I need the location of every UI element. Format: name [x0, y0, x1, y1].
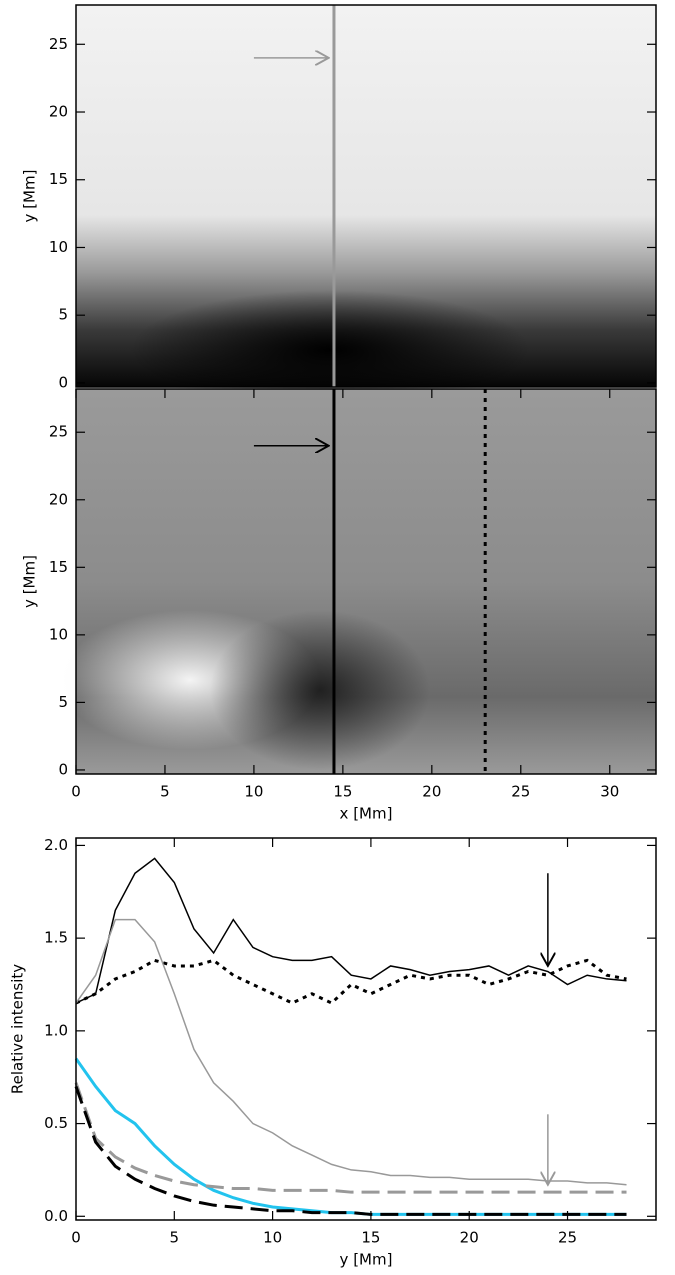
image-shading	[130, 290, 530, 410]
y-tick-label: 2.0	[44, 836, 68, 854]
series-line	[74, 1082, 627, 1194]
series-line	[74, 1057, 627, 1216]
x-tick-label: 20	[422, 783, 441, 801]
y-axis-label: y [Mm]	[21, 555, 39, 608]
image-shading	[210, 610, 430, 770]
y-axis-label: Relative intensity	[9, 964, 27, 1094]
y-tick-label: 20	[49, 103, 68, 121]
y-tick-label: 0.5	[44, 1114, 68, 1132]
y-tick-label: 10	[49, 238, 68, 256]
y-tick-label: 1.0	[44, 1021, 68, 1039]
x-tick-label: 20	[460, 1229, 479, 1247]
x-tick-label: 25	[511, 783, 530, 801]
x-tick-label: 10	[263, 1229, 282, 1247]
y-tick-label: 10	[49, 625, 68, 643]
y-tick-label: 15	[49, 558, 68, 576]
y-tick-label: 15	[49, 170, 68, 188]
series-line	[75, 918, 627, 1186]
y-tick-label: 20	[49, 490, 68, 508]
x-tick-label: 5	[160, 783, 170, 801]
y-axis-label: y [Mm]	[21, 170, 39, 223]
x-tick-label: 25	[558, 1229, 577, 1247]
y-tick-label: 25	[49, 35, 68, 53]
y-tick-label: 1.5	[44, 929, 68, 947]
y-tick-label: 5	[58, 306, 68, 324]
x-tick-label: 15	[361, 1229, 380, 1247]
series-line	[75, 857, 627, 1004]
x-tick-label: 5	[170, 1229, 180, 1247]
y-tick-label: 25	[49, 423, 68, 441]
plot-frame	[75, 837, 657, 1221]
y-tick-label: 0	[58, 373, 68, 391]
x-tick-label: 0	[71, 1229, 81, 1247]
x-tick-label: 30	[600, 783, 619, 801]
x-tick-label: 15	[333, 783, 352, 801]
x-axis-label: y [Mm]	[340, 1251, 393, 1269]
x-tick-label: 10	[244, 783, 263, 801]
x-axis-label: x [Mm]	[340, 805, 393, 823]
series-line	[75, 958, 627, 1005]
x-tick-label: 0	[71, 783, 81, 801]
y-tick-label: 5	[58, 693, 68, 711]
y-tick-label: 0.0	[44, 1207, 68, 1225]
plot-frame	[75, 388, 657, 775]
y-tick-label: 0	[58, 760, 68, 778]
plot-frame	[75, 4, 657, 388]
